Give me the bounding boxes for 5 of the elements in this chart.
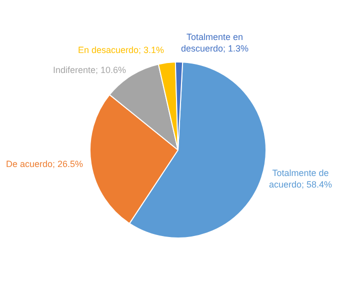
slice-label: De acuerdo; 26.5% — [6, 159, 84, 169]
slice-label: En desacuerdo; 3.1% — [78, 45, 164, 55]
slice-label: Indiferente; 10.6% — [53, 65, 126, 75]
slice-label: Totalmente en descuerdo; 1.3% — [181, 32, 249, 54]
slice-label: Totalmente de acuerdo; 58.4% — [269, 168, 332, 190]
